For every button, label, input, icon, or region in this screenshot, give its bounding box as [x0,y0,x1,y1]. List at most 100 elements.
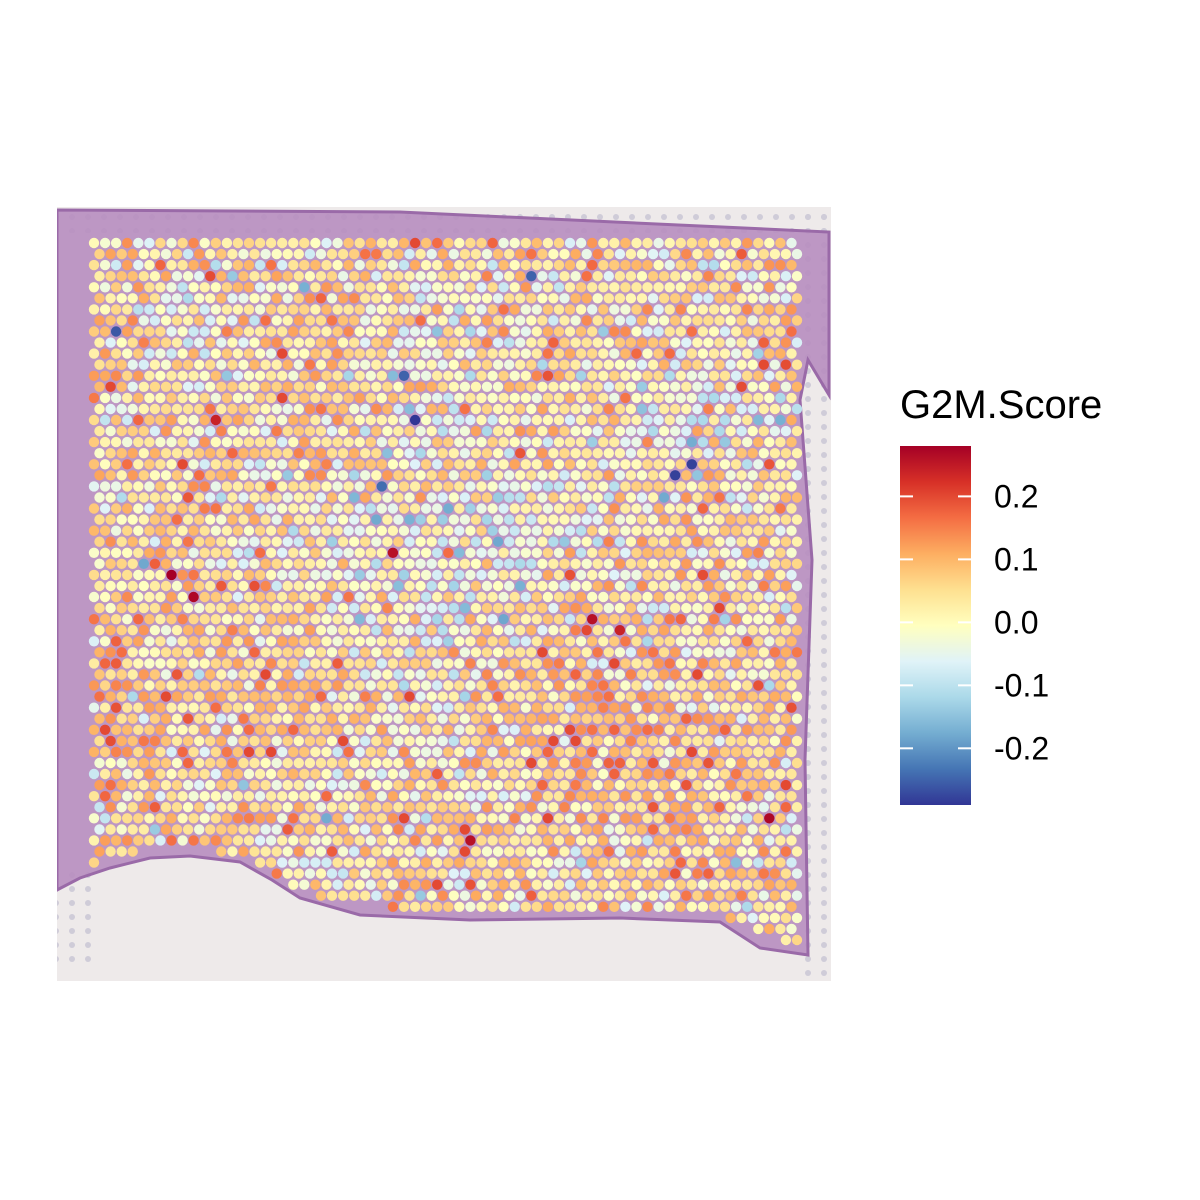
spot [238,248,249,260]
spot [194,271,205,282]
spot [697,237,709,249]
spot [758,868,769,879]
spot [254,658,266,669]
spot [122,547,133,558]
spot [791,934,803,946]
spot [155,636,166,647]
spot [393,691,404,702]
spot [476,348,487,359]
spot [249,824,260,835]
spot [631,768,642,780]
spot [304,558,316,569]
spot [736,536,747,547]
spot [332,392,343,404]
spot [448,470,459,481]
spot [686,658,697,669]
spot [420,901,432,912]
spot [614,757,626,769]
spot [116,757,127,769]
spot [481,846,493,857]
spot [315,425,327,437]
spot [260,536,271,547]
spot [592,779,603,791]
spot [487,813,498,824]
spot [232,326,244,337]
spot [437,868,448,879]
spot [520,591,531,603]
spot [454,503,465,514]
spot [382,757,393,769]
spot [99,746,111,758]
spot [520,636,531,647]
spot [210,813,221,824]
spot [686,680,697,691]
spot [603,381,614,392]
spot [110,680,122,691]
spot [725,381,736,392]
spot [614,403,626,415]
spot [382,735,393,747]
spot [404,669,415,680]
spot [559,757,570,769]
spot [177,304,188,315]
spot [398,547,410,558]
spot [642,370,653,381]
spot [498,791,509,802]
spot [526,580,537,592]
spot [470,890,482,901]
spot [293,448,304,459]
spot [288,702,299,713]
spot [454,304,465,315]
spot [769,403,781,415]
spot [415,868,426,879]
spot [194,337,205,348]
spot [537,846,548,857]
spot [714,403,725,415]
spot [581,470,592,481]
spot [260,470,271,481]
spot [465,901,476,912]
spot [254,436,266,448]
spot [133,547,144,558]
spot [725,536,736,547]
spot [127,315,138,326]
spot [570,337,581,348]
spot [703,647,714,658]
spot [404,890,415,901]
spot [177,835,188,846]
spot [133,459,144,470]
spot [620,746,631,758]
spot [625,337,637,348]
spot [780,802,792,813]
spot [205,293,216,304]
spot [708,879,720,890]
spot [581,248,592,260]
spot [492,448,504,459]
spot [155,282,166,293]
spot [719,326,731,337]
spot [260,580,271,592]
spot [138,757,149,769]
spot [515,802,526,813]
spot [587,680,598,691]
spot [780,381,792,392]
spot [243,614,255,625]
spot [780,536,792,547]
spot [509,702,520,713]
spot [719,768,731,780]
spot [742,304,753,315]
spot [144,768,155,780]
spot [310,658,321,669]
spot [631,658,642,669]
spot [725,602,736,614]
spot [708,569,720,581]
spot [415,691,426,702]
spot [354,724,365,735]
spot [426,248,437,260]
spot [337,448,349,459]
spot [504,713,515,724]
spot [481,425,493,437]
spot [243,237,255,249]
spot [99,481,111,492]
spot [498,569,509,581]
